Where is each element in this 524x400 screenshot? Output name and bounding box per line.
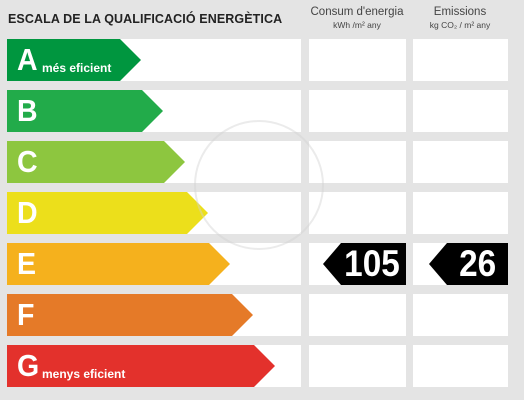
emissions-cell <box>413 39 508 81</box>
class-row-b: B <box>7 90 301 132</box>
class-letter: B <box>17 93 38 128</box>
emissions-cell: 26 <box>413 243 508 285</box>
emissions-rating-value: 26 <box>458 243 496 284</box>
consum-label: Consum d'energia <box>310 6 404 18</box>
class-row-c: C <box>7 141 301 183</box>
consum-unit: kWh /m² any <box>333 20 381 30</box>
class-letter: C <box>17 144 38 179</box>
emissions-cell <box>413 141 508 183</box>
emissions-cell <box>413 294 508 336</box>
class-description: més eficient <box>42 61 112 75</box>
scale-title: ESCALA DE LA QUALIFICACIÓ ENERGÈTICA <box>8 12 283 26</box>
emissions-cell <box>413 192 508 234</box>
emissions-label: Emissions <box>433 6 487 18</box>
class-arrow-c: C <box>7 141 185 183</box>
consum-cell <box>309 345 406 387</box>
emissions-unit: kg CO₂ / m² any <box>429 20 491 30</box>
class-letter: G <box>17 348 40 383</box>
class-row-e: E <box>7 243 301 285</box>
class-arrow-f: F <box>7 294 253 336</box>
class-letter: F <box>17 297 35 332</box>
emissions-cell <box>413 90 508 132</box>
class-arrow-d: D <box>7 192 208 234</box>
consum-cell: 105 <box>309 243 406 285</box>
class-letter: E <box>17 246 37 281</box>
class-row-d: D <box>7 192 301 234</box>
consum-cell <box>309 141 406 183</box>
emissions-column-header: Emissions kg CO₂ / m² any <box>412 5 508 32</box>
consum-cell <box>309 39 406 81</box>
consum-column-header: Consum d'energia kWh /m² any <box>308 5 406 32</box>
class-description: menys eficient <box>42 367 126 381</box>
consum-rating-badge: 105 <box>323 243 406 285</box>
emissions-cell <box>413 345 508 387</box>
class-letter: A <box>17 42 38 77</box>
consum-cell <box>309 294 406 336</box>
class-arrow-b: B <box>7 90 163 132</box>
consum-cell <box>309 90 406 132</box>
consum-rating-value: 105 <box>344 243 400 284</box>
consum-cell <box>309 192 406 234</box>
emissions-rating-badge: 26 <box>429 243 508 285</box>
class-row-f: F <box>7 294 301 336</box>
class-letter: D <box>17 195 38 230</box>
class-arrow-e: E <box>7 243 230 285</box>
